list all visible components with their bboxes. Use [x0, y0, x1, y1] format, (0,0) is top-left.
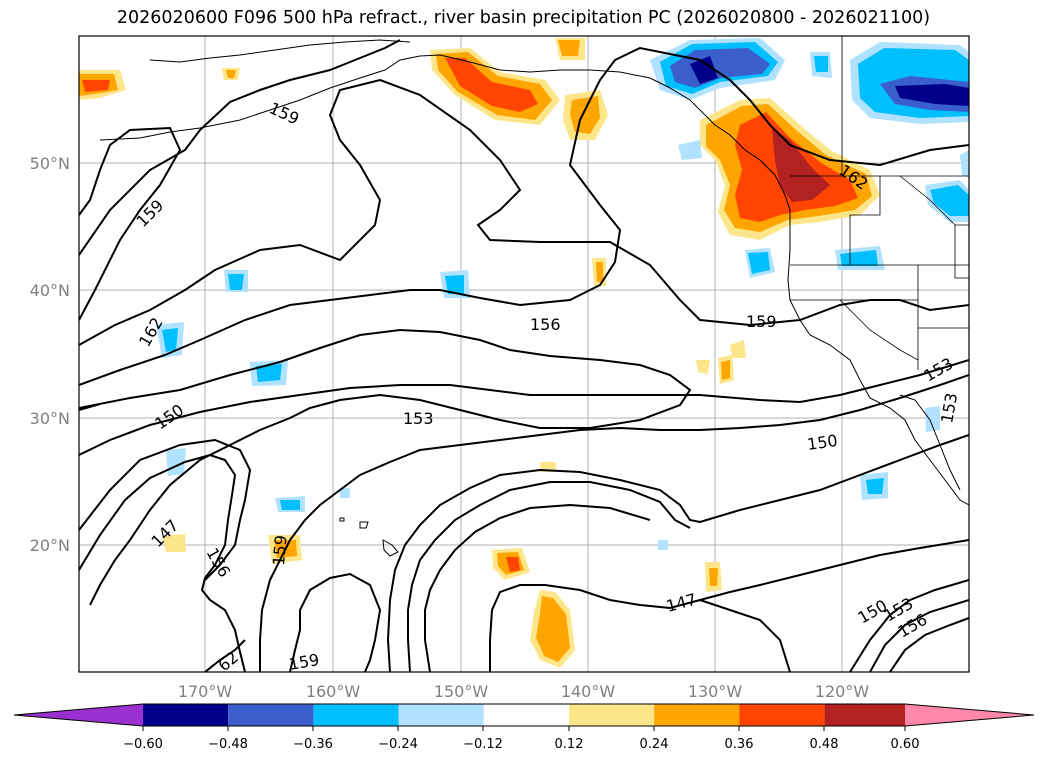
colorbar-tick-label: 0.12	[555, 737, 584, 752]
colorbar-swatch	[654, 704, 740, 726]
colorbar-swatch	[228, 704, 314, 726]
lat-label: 30°N	[30, 409, 70, 428]
colorbar-extend-high	[905, 704, 1034, 726]
lon-label: 140°W	[561, 682, 616, 701]
colorbar-tick-label: −0.24	[378, 737, 418, 752]
colorbar-swatch	[824, 704, 905, 726]
lon-label: 160°W	[306, 682, 361, 701]
contour-label: 159	[746, 312, 777, 331]
map-title: 2026020600 F096 500 hPa refract., river …	[116, 8, 931, 28]
contour-label: 159	[269, 534, 291, 566]
contour-label: 159	[287, 650, 320, 674]
colorbar-tick-label: 0.24	[640, 737, 669, 752]
colorbar-tick-label: −0.36	[293, 737, 333, 752]
map-border	[78, 35, 970, 673]
colorbar-tick-label: 0.60	[891, 737, 920, 752]
colorbar-swatch	[143, 704, 229, 726]
colorbar-swatch	[398, 704, 484, 726]
lat-axis: 50°N 40°N 30°N 20°N	[30, 154, 70, 555]
lon-axis: 170°W 160°W 150°W 140°W 130°W 120°W	[178, 682, 870, 701]
contour-label: 156	[530, 315, 561, 334]
colorbar-swatch	[483, 704, 569, 726]
lat-label: 20°N	[30, 536, 70, 555]
map-frame-bg	[79, 36, 969, 672]
lon-label: 130°W	[688, 682, 743, 701]
colorbar-tick-label: −0.48	[208, 737, 248, 752]
colorbar-extend-low	[14, 704, 143, 726]
lon-label: 170°W	[178, 682, 233, 701]
contour-label: 153	[403, 409, 434, 428]
lat-label: 50°N	[30, 154, 70, 173]
lon-label: 120°W	[815, 682, 870, 701]
borders	[790, 36, 969, 370]
lat-label: 40°N	[30, 281, 70, 300]
colorbar-swatch	[569, 704, 655, 726]
colorbar-tick-label: −0.12	[463, 737, 503, 752]
colorbar-tick-label: −0.60	[123, 737, 163, 752]
colorbar: −0.60 −0.48 −0.36 −0.24 −0.12 0.12 0.24 …	[13, 703, 1035, 752]
colorbar-swatch	[313, 704, 399, 726]
contour-label: 150	[806, 431, 839, 454]
precip-shading	[79, 38, 969, 668]
colorbar-tick-label: 0.36	[725, 737, 754, 752]
refractivity-contours	[79, 39, 969, 672]
lon-label: 150°W	[434, 682, 489, 701]
colorbar-tick-label: 0.48	[810, 737, 839, 752]
colorbar-swatch	[739, 704, 825, 726]
